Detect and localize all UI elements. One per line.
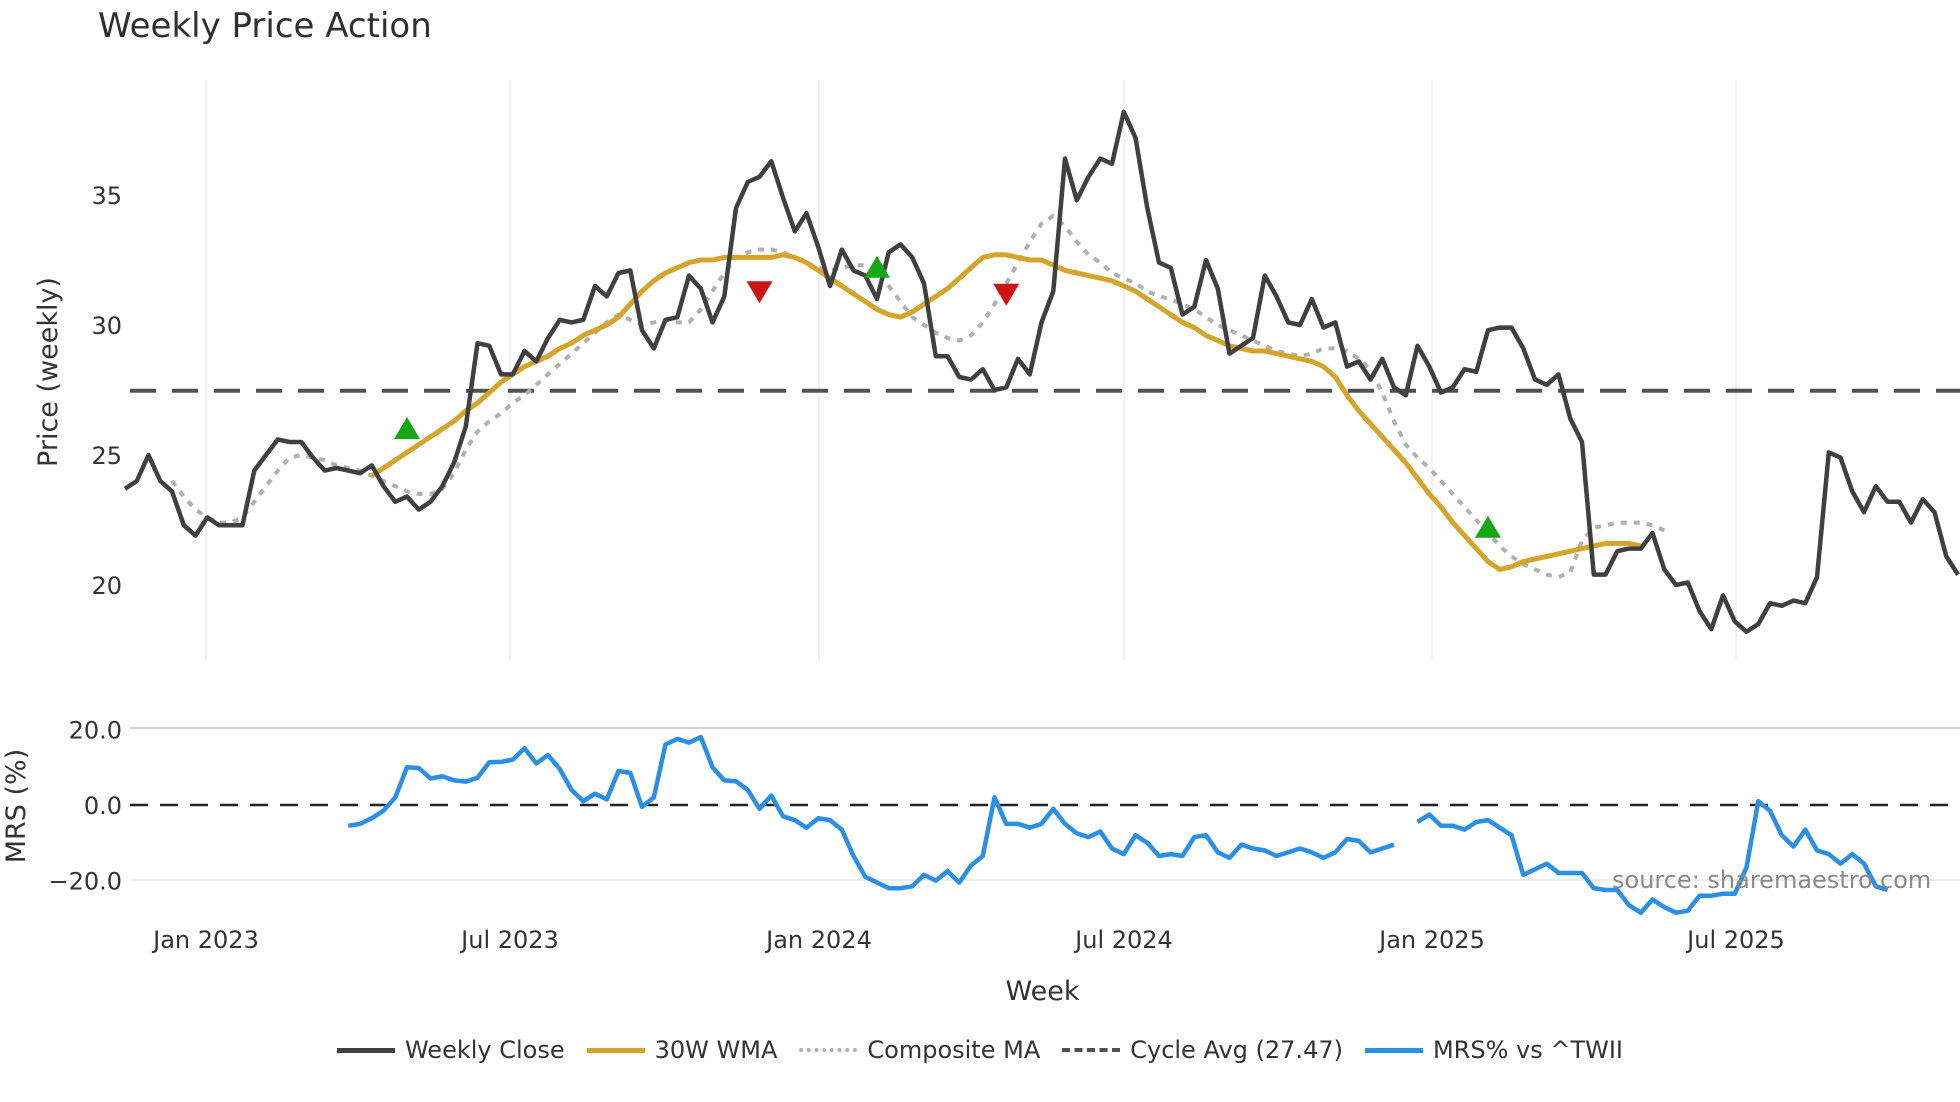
price-tick-label: 25 bbox=[91, 442, 122, 470]
mrs-tick-label: 0.0 bbox=[84, 792, 122, 820]
gridlines bbox=[130, 80, 1960, 881]
x-axis-label: Week bbox=[1005, 976, 1080, 1007]
source-watermark: source: sharemaestro.com bbox=[1612, 866, 1932, 894]
dashed-line-swatch-icon bbox=[1062, 1048, 1121, 1052]
legend-item-30w-wma[interactable]: 30W WMA bbox=[586, 1036, 778, 1064]
sell-signal-triangle-down-icon bbox=[993, 283, 1020, 306]
sell-signal-triangle-down-icon bbox=[746, 281, 773, 304]
legend-label: MRS% vs ^TWII bbox=[1432, 1036, 1624, 1064]
dotted-line-swatch-icon bbox=[799, 1048, 858, 1052]
signal-markers bbox=[394, 255, 1501, 538]
x-tick-label: Jan 2025 bbox=[1377, 926, 1485, 954]
x-tick-label: Jan 2024 bbox=[764, 926, 872, 954]
mrs-tick-label: −20.0 bbox=[48, 868, 122, 896]
legend-label: 30W WMA bbox=[654, 1036, 778, 1064]
price-tick-label: 35 bbox=[91, 182, 122, 210]
buy-signal-triangle-up-icon bbox=[394, 417, 420, 439]
buy-signal-triangle-up-icon bbox=[864, 255, 890, 278]
legend-item-weekly-close[interactable]: Weekly Close bbox=[336, 1036, 565, 1064]
price-tick-label: 20 bbox=[91, 572, 122, 600]
price-tick-label: 30 bbox=[91, 312, 122, 340]
solid-line-swatch-icon bbox=[586, 1047, 645, 1053]
weekly-close-line bbox=[123, 109, 1960, 635]
chart-title: Weekly Price Action bbox=[98, 6, 432, 46]
x-tick-label: Jan 2023 bbox=[151, 926, 259, 954]
x-axis-ticks: Jan 2023 Jul 2023 Jan 2024 Jul 2024 Jan 2025… bbox=[151, 926, 1785, 954]
legend-label: Weekly Close bbox=[404, 1036, 565, 1064]
mrs-vs-twii-line bbox=[1416, 798, 1889, 915]
mrs-vs-twii-line bbox=[347, 734, 1395, 891]
price-axis-ticks: 35 30 25 20 bbox=[91, 182, 122, 600]
solid-line-swatch-icon bbox=[1364, 1047, 1423, 1053]
mrs-axis-label: MRS (%) bbox=[1, 749, 32, 864]
legend-item-mrs[interactable]: MRS% vs ^TWII bbox=[1364, 1036, 1624, 1064]
solid-line-swatch-icon bbox=[336, 1047, 395, 1053]
x-tick-label: Jul 2023 bbox=[459, 926, 559, 954]
x-tick-label: Jul 2024 bbox=[1073, 926, 1173, 954]
price-axis-label: Price (weekly) bbox=[33, 277, 64, 467]
legend-label: Cycle Avg (27.47) bbox=[1130, 1036, 1343, 1064]
mrs-tick-label: 20.0 bbox=[69, 716, 122, 744]
legend: Weekly Close 30W WMA Composite MA Cycle … bbox=[0, 1036, 1960, 1064]
composite-ma-line bbox=[170, 213, 1666, 580]
30w-wma-line bbox=[370, 252, 1642, 572]
mrs-series bbox=[347, 734, 1889, 915]
legend-item-cycle-avg[interactable]: Cycle Avg (27.47) bbox=[1062, 1036, 1343, 1064]
price-series bbox=[123, 109, 1960, 635]
buy-signal-triangle-up-icon bbox=[1475, 515, 1501, 538]
legend-label: Composite MA bbox=[867, 1036, 1041, 1064]
legend-item-composite-ma[interactable]: Composite MA bbox=[799, 1036, 1040, 1064]
mrs-axis-ticks: 20.0 0.0 −20.0 bbox=[48, 716, 122, 895]
x-tick-label: Jul 2025 bbox=[1685, 926, 1785, 954]
